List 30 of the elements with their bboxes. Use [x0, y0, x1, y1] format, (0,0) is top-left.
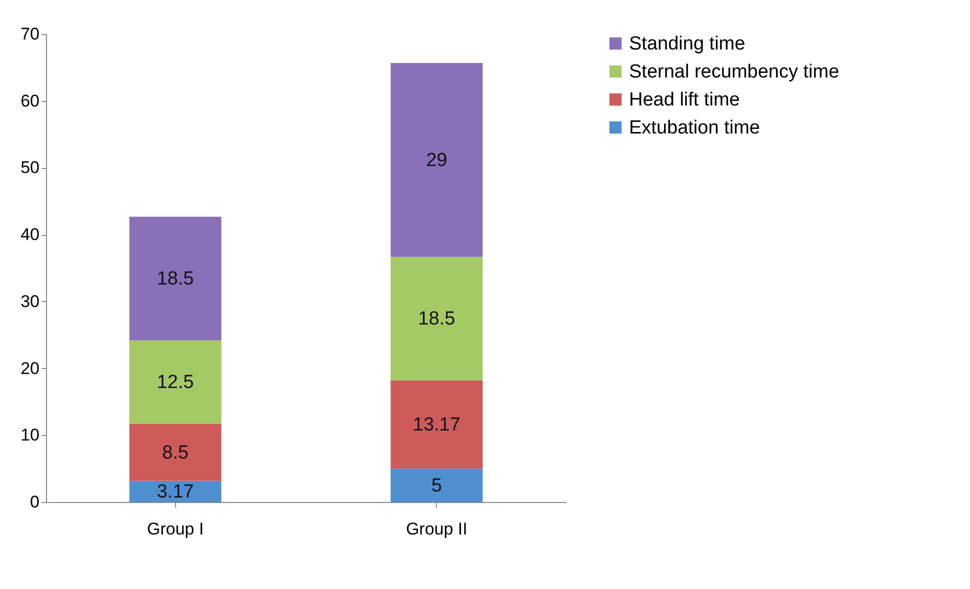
y-tick-label: 40: [20, 225, 40, 244]
legend-label: Head lift time: [629, 90, 740, 110]
data-label: 3.17: [156, 481, 194, 502]
bar: [129, 340, 222, 424]
y-tick-label: 0: [30, 492, 40, 512]
x-tick-label: Group II: [406, 520, 468, 538]
x-tick-label: Group I: [146, 520, 204, 538]
data-label: 12.5: [156, 372, 194, 394]
data-label: 8.5: [162, 442, 189, 464]
y-tick-label: 20: [20, 358, 40, 378]
bar: [390, 256, 483, 381]
data-label: 13.17: [412, 414, 460, 436]
bar: [129, 424, 222, 481]
bar: [390, 380, 483, 469]
data-label: 18.5: [156, 268, 194, 290]
bar: [390, 62, 483, 257]
y-tick-label: 10: [20, 426, 40, 445]
bar: [129, 480, 222, 502]
data-label: 29: [426, 150, 448, 171]
data-label: 5: [431, 475, 442, 496]
bar: [129, 216, 222, 340]
y-tick-label: 30: [20, 292, 40, 311]
y-tick-label: 60: [20, 91, 40, 110]
y-tick-label: 70: [20, 24, 40, 44]
bar: [390, 468, 483, 502]
legend-label: Sternal recumbency time: [629, 62, 840, 82]
y-tick-label: 50: [20, 158, 40, 178]
legend-label: Standing time: [629, 34, 746, 54]
data-label: 18.5: [418, 308, 456, 330]
legend-label: Extubation time: [629, 118, 760, 138]
